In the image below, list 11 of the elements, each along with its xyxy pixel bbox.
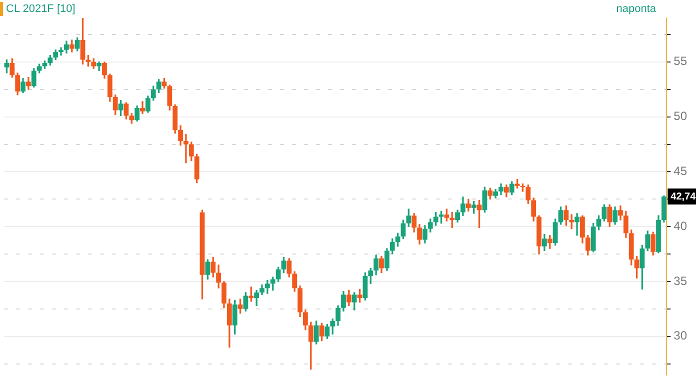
annotation: 42,74 [670,191,696,202]
y-tick-label: 55 [674,54,688,68]
candlestick [184,134,188,164]
y-tick-label: 45 [674,164,688,178]
text: naponta [616,3,656,15]
y-tick-label: 30 [674,328,688,343]
y-tick-label: 40 [674,218,688,233]
y-tick-label: 50 [674,109,688,124]
chart-title: CL 2021F [10] [6,3,76,15]
candlestick [574,213,580,236]
y-tick-label: 35 [674,274,688,288]
